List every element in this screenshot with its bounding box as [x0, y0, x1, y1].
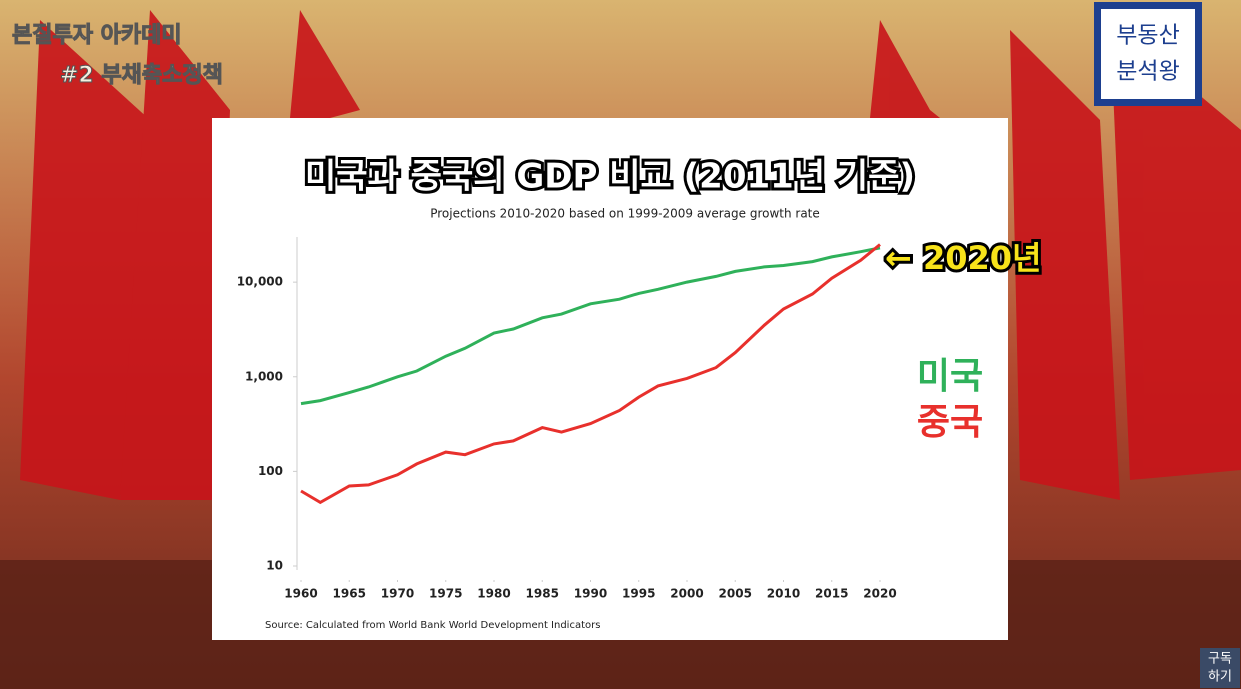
legend-label: 중국: [917, 402, 983, 443]
badge-text: 부동산: [1116, 23, 1179, 49]
x-tick-label: 1980: [477, 587, 510, 601]
x-tick-label: 1975: [429, 587, 462, 601]
x-tick-label: 1965: [333, 587, 366, 601]
chart-title: 미국과 중국의 GDP 비교 (2011년 기준): [305, 157, 915, 197]
flags: [20, 10, 1241, 500]
channel: 본질투자 아카데미: [12, 23, 182, 48]
series-line: [300, 246, 881, 406]
y-tick-label: 100: [258, 464, 283, 478]
x-tick-label: 1985: [526, 587, 559, 601]
series-line: [300, 243, 881, 505]
x-tick-label: 2010: [767, 587, 800, 601]
subscribe-text[interactable]: 하기: [1208, 670, 1232, 685]
y-tick-label: 1,000: [245, 369, 283, 383]
chart-panel: [212, 118, 1008, 640]
y-tick-label: 10,000: [237, 275, 283, 289]
episode: #2 부채축소정책: [60, 63, 223, 88]
annotation: ← 2020년: [885, 239, 1041, 277]
x-tick-label: 2015: [815, 587, 848, 601]
x-tick-label: 2005: [719, 587, 752, 601]
x-tick-label: 1990: [574, 587, 607, 601]
chart-subtitle: Projections 2010-2020 based on 1999-2009…: [430, 207, 820, 221]
badge-text: 분석왕: [1116, 59, 1179, 85]
badge-inner: [1101, 9, 1195, 99]
x-tick-label: 1995: [622, 587, 655, 601]
legend-label: 미국: [917, 356, 983, 397]
y-tick-label: 10: [266, 559, 283, 573]
x-tick-label: 2000: [670, 587, 703, 601]
x-tick-label: 1970: [381, 587, 414, 601]
x-tick-label: 2020: [863, 587, 896, 601]
source: Source: Calculated from World Bank World…: [265, 620, 600, 631]
subscribe-button[interactable]: [1200, 648, 1240, 688]
x-tick-label: 1960: [284, 587, 317, 601]
subscribe-text[interactable]: 구독: [1208, 652, 1232, 667]
